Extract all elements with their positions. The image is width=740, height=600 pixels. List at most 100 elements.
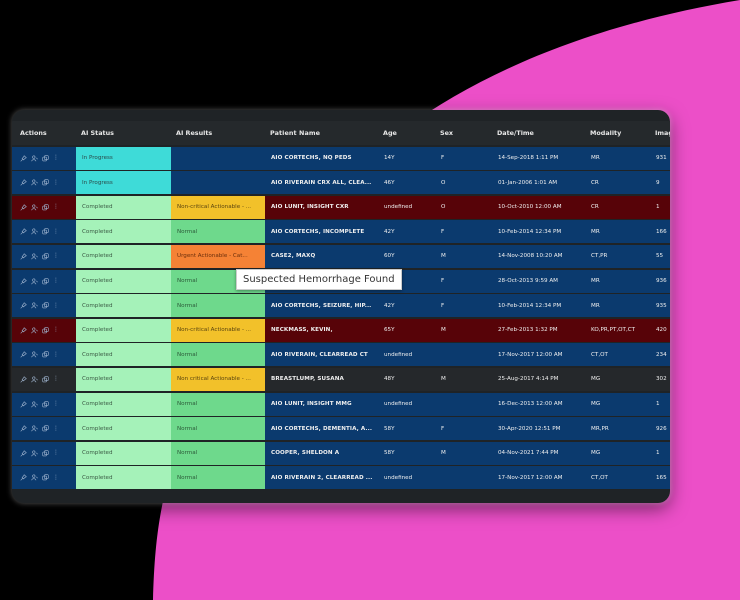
more-options-icon[interactable]: ⋮ bbox=[53, 203, 59, 211]
pin-icon[interactable] bbox=[20, 474, 27, 481]
more-options-icon[interactable]: ⋮ bbox=[53, 449, 59, 457]
ai-results-cell[interactable]: Normal bbox=[171, 466, 265, 490]
more-options-icon[interactable]: ⋮ bbox=[53, 154, 59, 162]
ai-results-cell[interactable] bbox=[171, 147, 265, 170]
copy-icon[interactable] bbox=[42, 376, 49, 383]
assign-user-icon[interactable] bbox=[31, 425, 38, 432]
pin-icon[interactable] bbox=[20, 253, 27, 260]
pin-icon[interactable] bbox=[20, 401, 27, 408]
pin-icon[interactable] bbox=[20, 376, 27, 383]
table-row[interactable]: ⋮ In Progress AIO CORTECHS, NQ PEDS 14Y … bbox=[12, 146, 670, 170]
table-row[interactable]: ⋮ Completed Normal AIO RIVERAIN, CLEARRE… bbox=[12, 343, 670, 367]
column-header-modality[interactable]: Modality bbox=[590, 129, 622, 137]
assign-user-icon[interactable] bbox=[31, 401, 38, 408]
ai-results-cell[interactable]: Normal bbox=[171, 294, 265, 318]
copy-icon[interactable] bbox=[42, 179, 49, 186]
table-row[interactable]: ⋮ Completed Normal AIO CORTECHS, DEMENTI… bbox=[12, 417, 670, 441]
more-options-icon[interactable]: ⋮ bbox=[53, 473, 59, 481]
table-row[interactable]: ⋮ Completed Normal COOPER, SHELDON A 58Y… bbox=[12, 441, 670, 465]
column-header-actions[interactable]: Actions bbox=[20, 129, 47, 137]
pin-icon[interactable] bbox=[20, 179, 27, 186]
pin-icon[interactable] bbox=[20, 425, 27, 432]
table-row[interactable]: ⋮ Completed Urgent Actionable - Cat... C… bbox=[12, 244, 670, 268]
column-header-sex[interactable]: Sex bbox=[440, 129, 454, 137]
table-row[interactable]: ⋮ Completed Normal AIO CORTECHS, SEIZURE… bbox=[12, 294, 670, 318]
patient-name-cell: NECKMASS, KEVIN, bbox=[271, 327, 333, 334]
table-row[interactable]: ⋮ Completed Non-critical Actionable - ..… bbox=[12, 318, 670, 342]
copy-icon[interactable] bbox=[42, 277, 49, 285]
table-row[interactable]: ⋮ Completed Normal AIO RIVERAIN 2, CLEAR… bbox=[12, 466, 670, 490]
more-options-icon[interactable]: ⋮ bbox=[53, 350, 59, 358]
ai-results-cell[interactable]: Non critical Actionable - ... bbox=[171, 367, 265, 391]
pin-icon[interactable] bbox=[20, 278, 27, 285]
table-row[interactable]: ⋮ Completed Normal AIO LUNIT, INSIGHT MM… bbox=[12, 392, 670, 416]
table-row[interactable]: ⋮ In Progress AIO RIVERAIN CRX ALL, CLEA… bbox=[12, 171, 670, 195]
copy-icon[interactable] bbox=[42, 450, 49, 457]
ai-results-cell[interactable]: Normal bbox=[171, 417, 265, 441]
ai-results-cell[interactable]: Normal bbox=[171, 343, 265, 367]
column-header-age[interactable]: Age bbox=[383, 129, 397, 137]
copy-icon[interactable] bbox=[42, 253, 49, 260]
copy-icon[interactable] bbox=[42, 154, 49, 162]
assign-user-icon[interactable] bbox=[31, 450, 38, 457]
modality-cell: KO,PR,PT,OT,CT bbox=[591, 327, 636, 334]
more-options-icon[interactable]: ⋮ bbox=[53, 252, 59, 260]
column-header-images[interactable]: Imag bbox=[655, 129, 670, 137]
more-options-icon[interactable]: ⋮ bbox=[53, 375, 59, 383]
ai-results-cell[interactable] bbox=[171, 171, 265, 194]
pin-icon[interactable] bbox=[20, 302, 27, 309]
pin-icon[interactable] bbox=[20, 351, 27, 358]
more-options-icon[interactable]: ⋮ bbox=[53, 178, 59, 186]
more-options-icon[interactable]: ⋮ bbox=[53, 227, 59, 235]
more-options-icon[interactable]: ⋮ bbox=[53, 326, 59, 334]
images-cell: 931 bbox=[656, 155, 667, 162]
pin-icon[interactable] bbox=[20, 204, 27, 211]
assign-user-icon[interactable] bbox=[31, 327, 38, 334]
pin-icon[interactable] bbox=[20, 327, 27, 334]
ai-results-cell[interactable]: Normal bbox=[171, 392, 265, 416]
copy-icon[interactable] bbox=[42, 425, 49, 432]
assign-user-icon[interactable] bbox=[31, 351, 38, 358]
age-cell: 42Y bbox=[384, 302, 395, 309]
more-options-icon[interactable]: ⋮ bbox=[53, 400, 59, 408]
more-options-icon[interactable]: ⋮ bbox=[53, 277, 59, 285]
table-row[interactable]: ⋮ Completed Non critical Actionable - ..… bbox=[12, 367, 670, 391]
copy-icon[interactable] bbox=[42, 327, 49, 334]
column-header-ai-results[interactable]: AI Results bbox=[176, 129, 213, 137]
assign-user-icon[interactable] bbox=[31, 228, 38, 235]
assign-user-icon[interactable] bbox=[31, 302, 38, 309]
pin-icon[interactable] bbox=[20, 450, 27, 457]
table-row[interactable]: ⋮ Completed Non-critical Actionable - ..… bbox=[12, 195, 670, 219]
pin-icon[interactable] bbox=[20, 155, 27, 162]
sex-cell: M bbox=[441, 253, 446, 260]
ai-results-cell[interactable]: Non-critical Actionable - ... bbox=[171, 195, 265, 219]
assign-user-icon[interactable] bbox=[31, 204, 38, 211]
sex-cell: O bbox=[441, 179, 446, 186]
column-header-date-time[interactable]: Date/Time bbox=[497, 129, 534, 137]
copy-icon[interactable] bbox=[42, 351, 49, 358]
assign-user-icon[interactable] bbox=[31, 278, 38, 285]
column-header-patient-name[interactable]: Patient Name bbox=[270, 129, 321, 137]
assign-user-icon[interactable] bbox=[31, 155, 38, 162]
pin-icon[interactable] bbox=[20, 228, 27, 235]
column-header-ai-status[interactable]: AI Status bbox=[81, 129, 114, 137]
copy-icon[interactable] bbox=[42, 400, 49, 408]
more-options-icon[interactable]: ⋮ bbox=[53, 424, 59, 432]
more-options-icon[interactable]: ⋮ bbox=[53, 301, 59, 309]
copy-icon[interactable] bbox=[42, 302, 49, 309]
date-time-cell: 17-Nov-2017 12:00 AM bbox=[498, 351, 563, 358]
ai-status-cell: In Progress bbox=[76, 146, 171, 170]
ai-results-cell[interactable]: Non-critical Actionable - ... bbox=[171, 318, 265, 342]
table-row[interactable]: ⋮ Completed Normal AIO CORTECHS, INCOMPL… bbox=[12, 220, 670, 244]
row-actions: ⋮ bbox=[12, 245, 76, 268]
ai-results-cell[interactable]: Normal bbox=[171, 441, 265, 465]
assign-user-icon[interactable] bbox=[31, 179, 38, 186]
copy-icon[interactable] bbox=[42, 204, 49, 211]
assign-user-icon[interactable] bbox=[31, 253, 38, 260]
ai-results-cell[interactable]: Normal bbox=[171, 220, 265, 244]
assign-user-icon[interactable] bbox=[31, 376, 38, 383]
ai-results-cell[interactable]: Urgent Actionable - Cat... bbox=[171, 244, 265, 268]
assign-user-icon[interactable] bbox=[31, 474, 38, 481]
copy-icon[interactable] bbox=[42, 228, 49, 235]
copy-icon[interactable] bbox=[42, 474, 49, 481]
